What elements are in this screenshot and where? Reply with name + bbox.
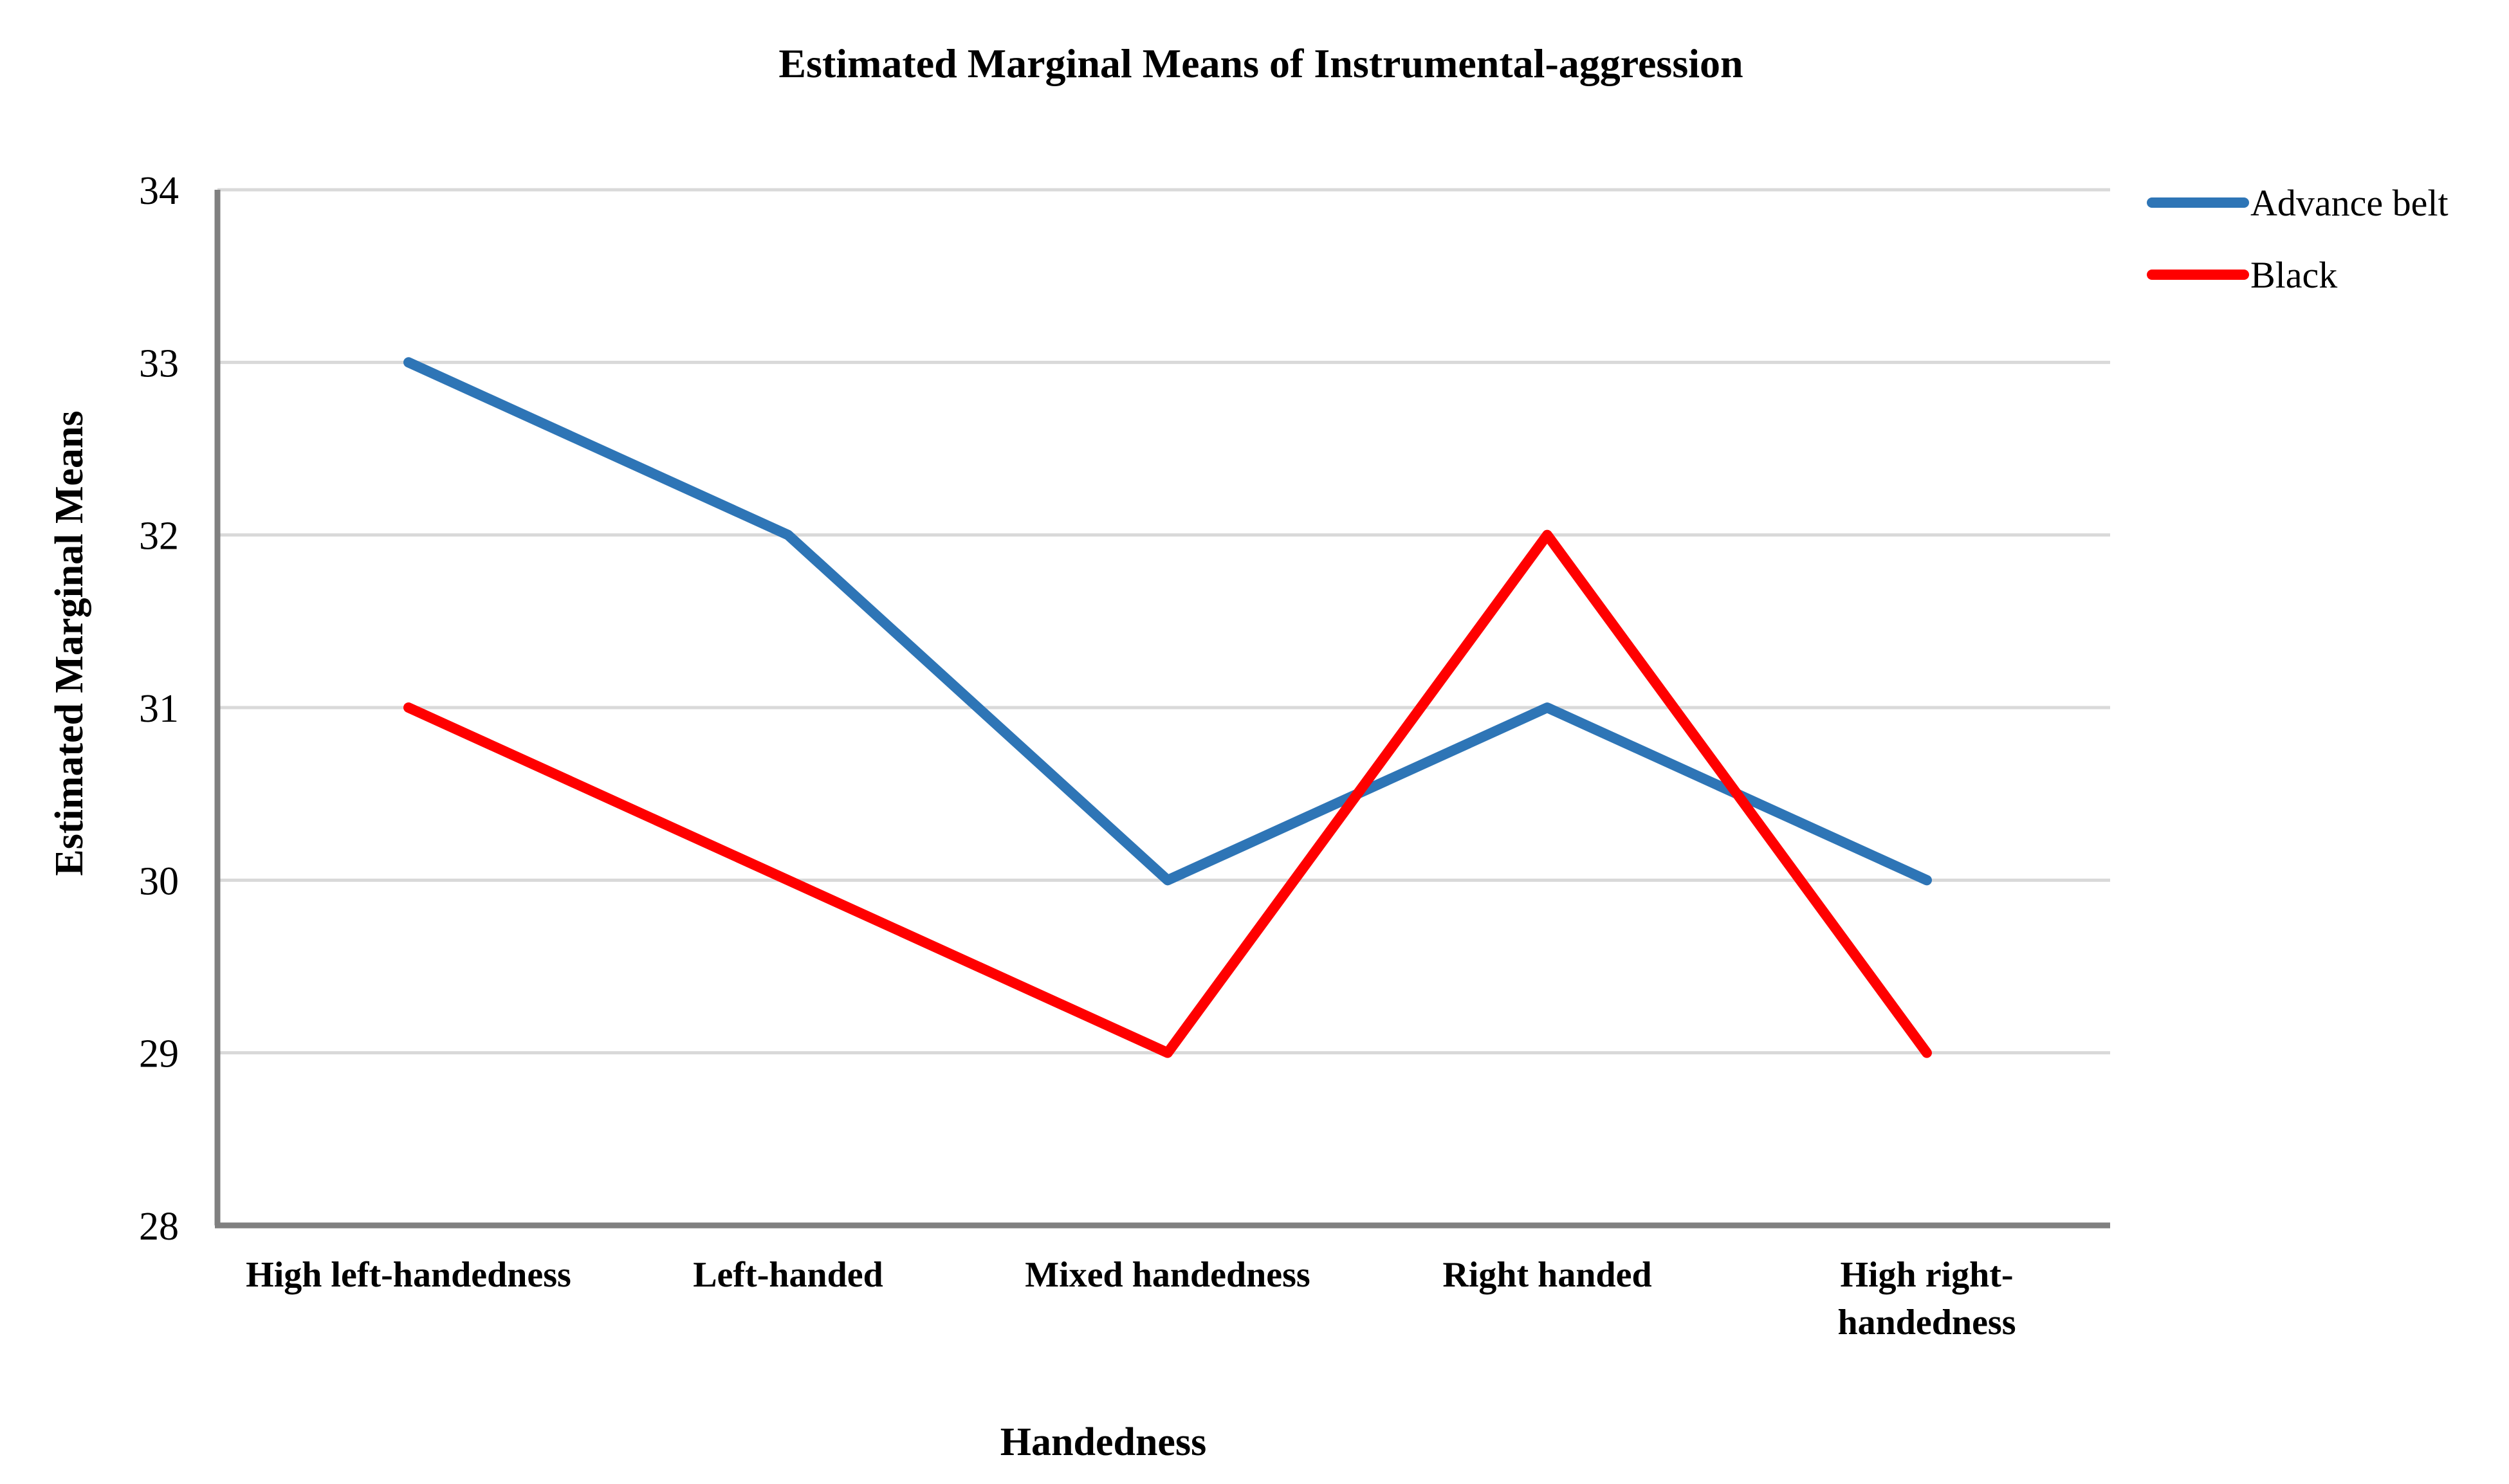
legend-label: Black [2250, 254, 2337, 296]
gridlines [217, 188, 2110, 1055]
legend-label: Advance belt [2250, 182, 2449, 224]
x-tick-label-line: Mixed handedness [1025, 1255, 1310, 1295]
y-axis-title: Estimated Marginal Means [48, 410, 91, 875]
x-tick-label: Left-handed [693, 1255, 883, 1295]
series-line-0 [403, 357, 1932, 886]
y-tick-label: 33 [139, 342, 179, 385]
y-tick-label: 29 [139, 1032, 179, 1076]
y-tick-labels: 28 29 30 31 32 33 34 [139, 169, 179, 1249]
x-tick-label: Mixed handedness [1025, 1255, 1310, 1295]
x-axis-title: Handedness [1000, 1420, 1206, 1464]
x-tick-label-line: Right handed [1442, 1255, 1651, 1295]
y-tick-label: 28 [139, 1205, 179, 1249]
y-tick-label: 34 [139, 169, 179, 213]
series-line-1 [403, 529, 1932, 1058]
x-tick-label: High right-handedness [1837, 1255, 2016, 1342]
y-tick-label: 31 [139, 687, 179, 731]
chart-title: Estimated Marginal Means of Instrumental… [778, 41, 1743, 86]
series-lines [403, 357, 1932, 1058]
x-tick-label: High left-handedness [246, 1255, 571, 1295]
x-tick-label-line: handedness [1837, 1303, 2016, 1342]
y-tick-label: 32 [139, 515, 179, 558]
x-tick-labels: High left-handedness Left-handed Mixed han… [246, 1255, 2016, 1342]
x-tick-label-line: High left-handedness [246, 1255, 571, 1295]
legend: Advance belt Black [2147, 182, 2449, 296]
x-tick-label-line: Left-handed [693, 1255, 883, 1295]
x-tick-label-line: High right- [1840, 1255, 2013, 1295]
y-tick-label: 30 [139, 859, 179, 903]
axes [214, 190, 2110, 1229]
x-tick-label: Right handed [1442, 1255, 1651, 1295]
